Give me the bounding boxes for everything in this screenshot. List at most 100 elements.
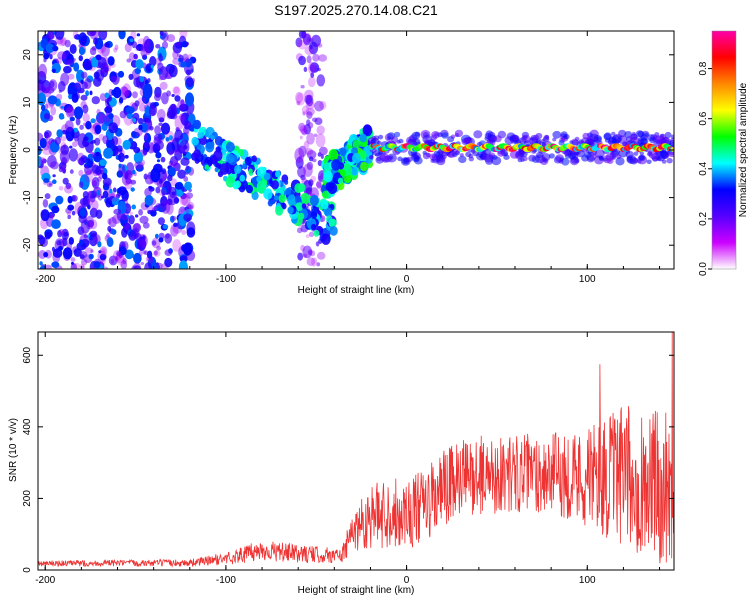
spectrogram-blob <box>63 65 72 74</box>
spectrogram-blob <box>87 153 94 160</box>
spectrogram-blob <box>181 193 191 207</box>
spectrogram-blob <box>80 94 88 101</box>
spectrogram-blob <box>90 249 94 253</box>
spectrogram-blob <box>73 106 84 120</box>
spectrogram-blob <box>213 150 223 162</box>
spectrogram-x-tick-label: -200 <box>35 274 55 285</box>
spectrogram-blob <box>128 52 136 61</box>
spectrogram-blob <box>39 261 43 266</box>
spectrogram-blob <box>328 218 335 227</box>
spectrogram-blob <box>143 35 150 47</box>
spectrogram-blob <box>310 223 317 231</box>
spectrogram-blob <box>328 149 339 161</box>
spectrogram-blob <box>74 81 82 90</box>
spectrogram-blob <box>126 58 132 63</box>
colorbar-gradient <box>712 31 736 269</box>
spectrogram-blob <box>185 208 190 214</box>
spectrogram-blob <box>317 251 326 260</box>
spectrogram-blob <box>560 131 568 138</box>
snr-y-tick-label: 200 <box>22 490 33 507</box>
spectrogram-blob <box>306 132 315 145</box>
spectrogram-blob <box>82 113 90 123</box>
spectrogram-blob <box>308 156 314 162</box>
spectrogram-blob <box>275 170 281 178</box>
spectrogram-blob <box>654 132 660 137</box>
spectrogram-blob <box>297 39 307 50</box>
spectrogram-blob <box>89 90 93 96</box>
spectrogram-blob <box>62 237 68 247</box>
spectrogram-blob <box>89 194 96 203</box>
spectrogram-blob <box>57 38 67 47</box>
spectrogram-blob <box>70 257 76 262</box>
spectrogram-blob <box>153 133 163 142</box>
spectrogram-blob <box>343 173 352 184</box>
spectrogram-blob <box>358 150 367 160</box>
spectrogram-blob <box>134 67 141 75</box>
spectrogram-blob <box>305 100 315 110</box>
spectrogram-blob <box>298 122 306 132</box>
spectrogram-blob <box>79 239 84 246</box>
spectrogram-blob <box>313 133 318 137</box>
spectrogram-blob <box>322 190 329 199</box>
spectrogram-blob <box>306 111 313 119</box>
spectrogram-blob <box>161 192 165 197</box>
spectrogram-blob <box>301 128 308 136</box>
spectrogram-blob <box>132 169 136 175</box>
spectrogram-blob <box>138 124 143 131</box>
colorbar-label: Normalized spectral amplitude <box>738 82 749 217</box>
spectrogram-blob <box>284 179 289 185</box>
spectrogram-x-tick-label: 100 <box>579 274 596 285</box>
colorbar-tick-label: 0.4 <box>698 161 709 175</box>
spectrogram-blob <box>95 165 102 176</box>
spectrogram-blob <box>319 146 328 156</box>
spectrogram-blob <box>181 229 187 235</box>
spectrogram-y-tick-label: 20 <box>22 49 33 61</box>
spectrogram-blob <box>204 164 210 170</box>
spectrogram-blob <box>248 168 253 174</box>
spectrogram-blob <box>55 195 64 205</box>
spectrogram-blob <box>185 192 194 199</box>
spectrogram-blob <box>242 163 247 169</box>
spectrogram-blob <box>433 150 440 157</box>
spectrogram-blob <box>119 86 129 101</box>
spectrogram-blob <box>491 156 502 166</box>
spectrogram-blob <box>145 63 152 73</box>
spectrogram-blob <box>376 156 382 162</box>
spectrogram-blob <box>172 239 182 252</box>
spectrogram-blob <box>639 151 644 156</box>
spectrogram-blob <box>143 117 149 123</box>
spectrogram-x-axis-label: Height of straight line (km) <box>298 285 415 296</box>
spectrogram-blob <box>153 264 161 269</box>
spectrogram-blob <box>85 121 92 130</box>
spectrogram-blob <box>71 261 74 265</box>
spectrogram-blob <box>132 91 138 99</box>
spectrogram-blob <box>130 118 134 125</box>
spectrogram-blob <box>528 154 536 162</box>
spectrogram-marks <box>38 31 674 269</box>
spectrogram-blob <box>91 178 96 186</box>
spectrogram-blob <box>317 43 323 48</box>
spectrogram-blob <box>68 237 75 245</box>
spectrogram-blob <box>166 110 176 119</box>
spectrogram-blob <box>118 152 125 163</box>
spectrogram-blob <box>113 47 118 53</box>
spectrogram-blob <box>183 176 189 182</box>
spectrogram-blob <box>287 194 297 206</box>
spectrogram-blob <box>198 127 204 134</box>
spectrogram-blob <box>52 179 57 184</box>
spectrogram-blob <box>88 150 93 155</box>
spectrogram-blob <box>300 192 310 205</box>
spectrogram-blob <box>108 217 117 228</box>
spectrogram-blob <box>184 92 195 107</box>
spectrogram-blob <box>296 100 301 106</box>
spectrogram-blob <box>606 158 614 164</box>
spectrogram-blob <box>275 205 284 216</box>
spectrogram-blob <box>339 169 346 177</box>
spectrogram-blob <box>43 52 50 60</box>
spectrogram-blob <box>294 195 302 204</box>
spectrogram-blob <box>652 156 659 162</box>
spectrogram-blob <box>316 262 321 267</box>
spectrogram-blob <box>205 141 215 153</box>
spectrogram-blob <box>150 167 161 183</box>
